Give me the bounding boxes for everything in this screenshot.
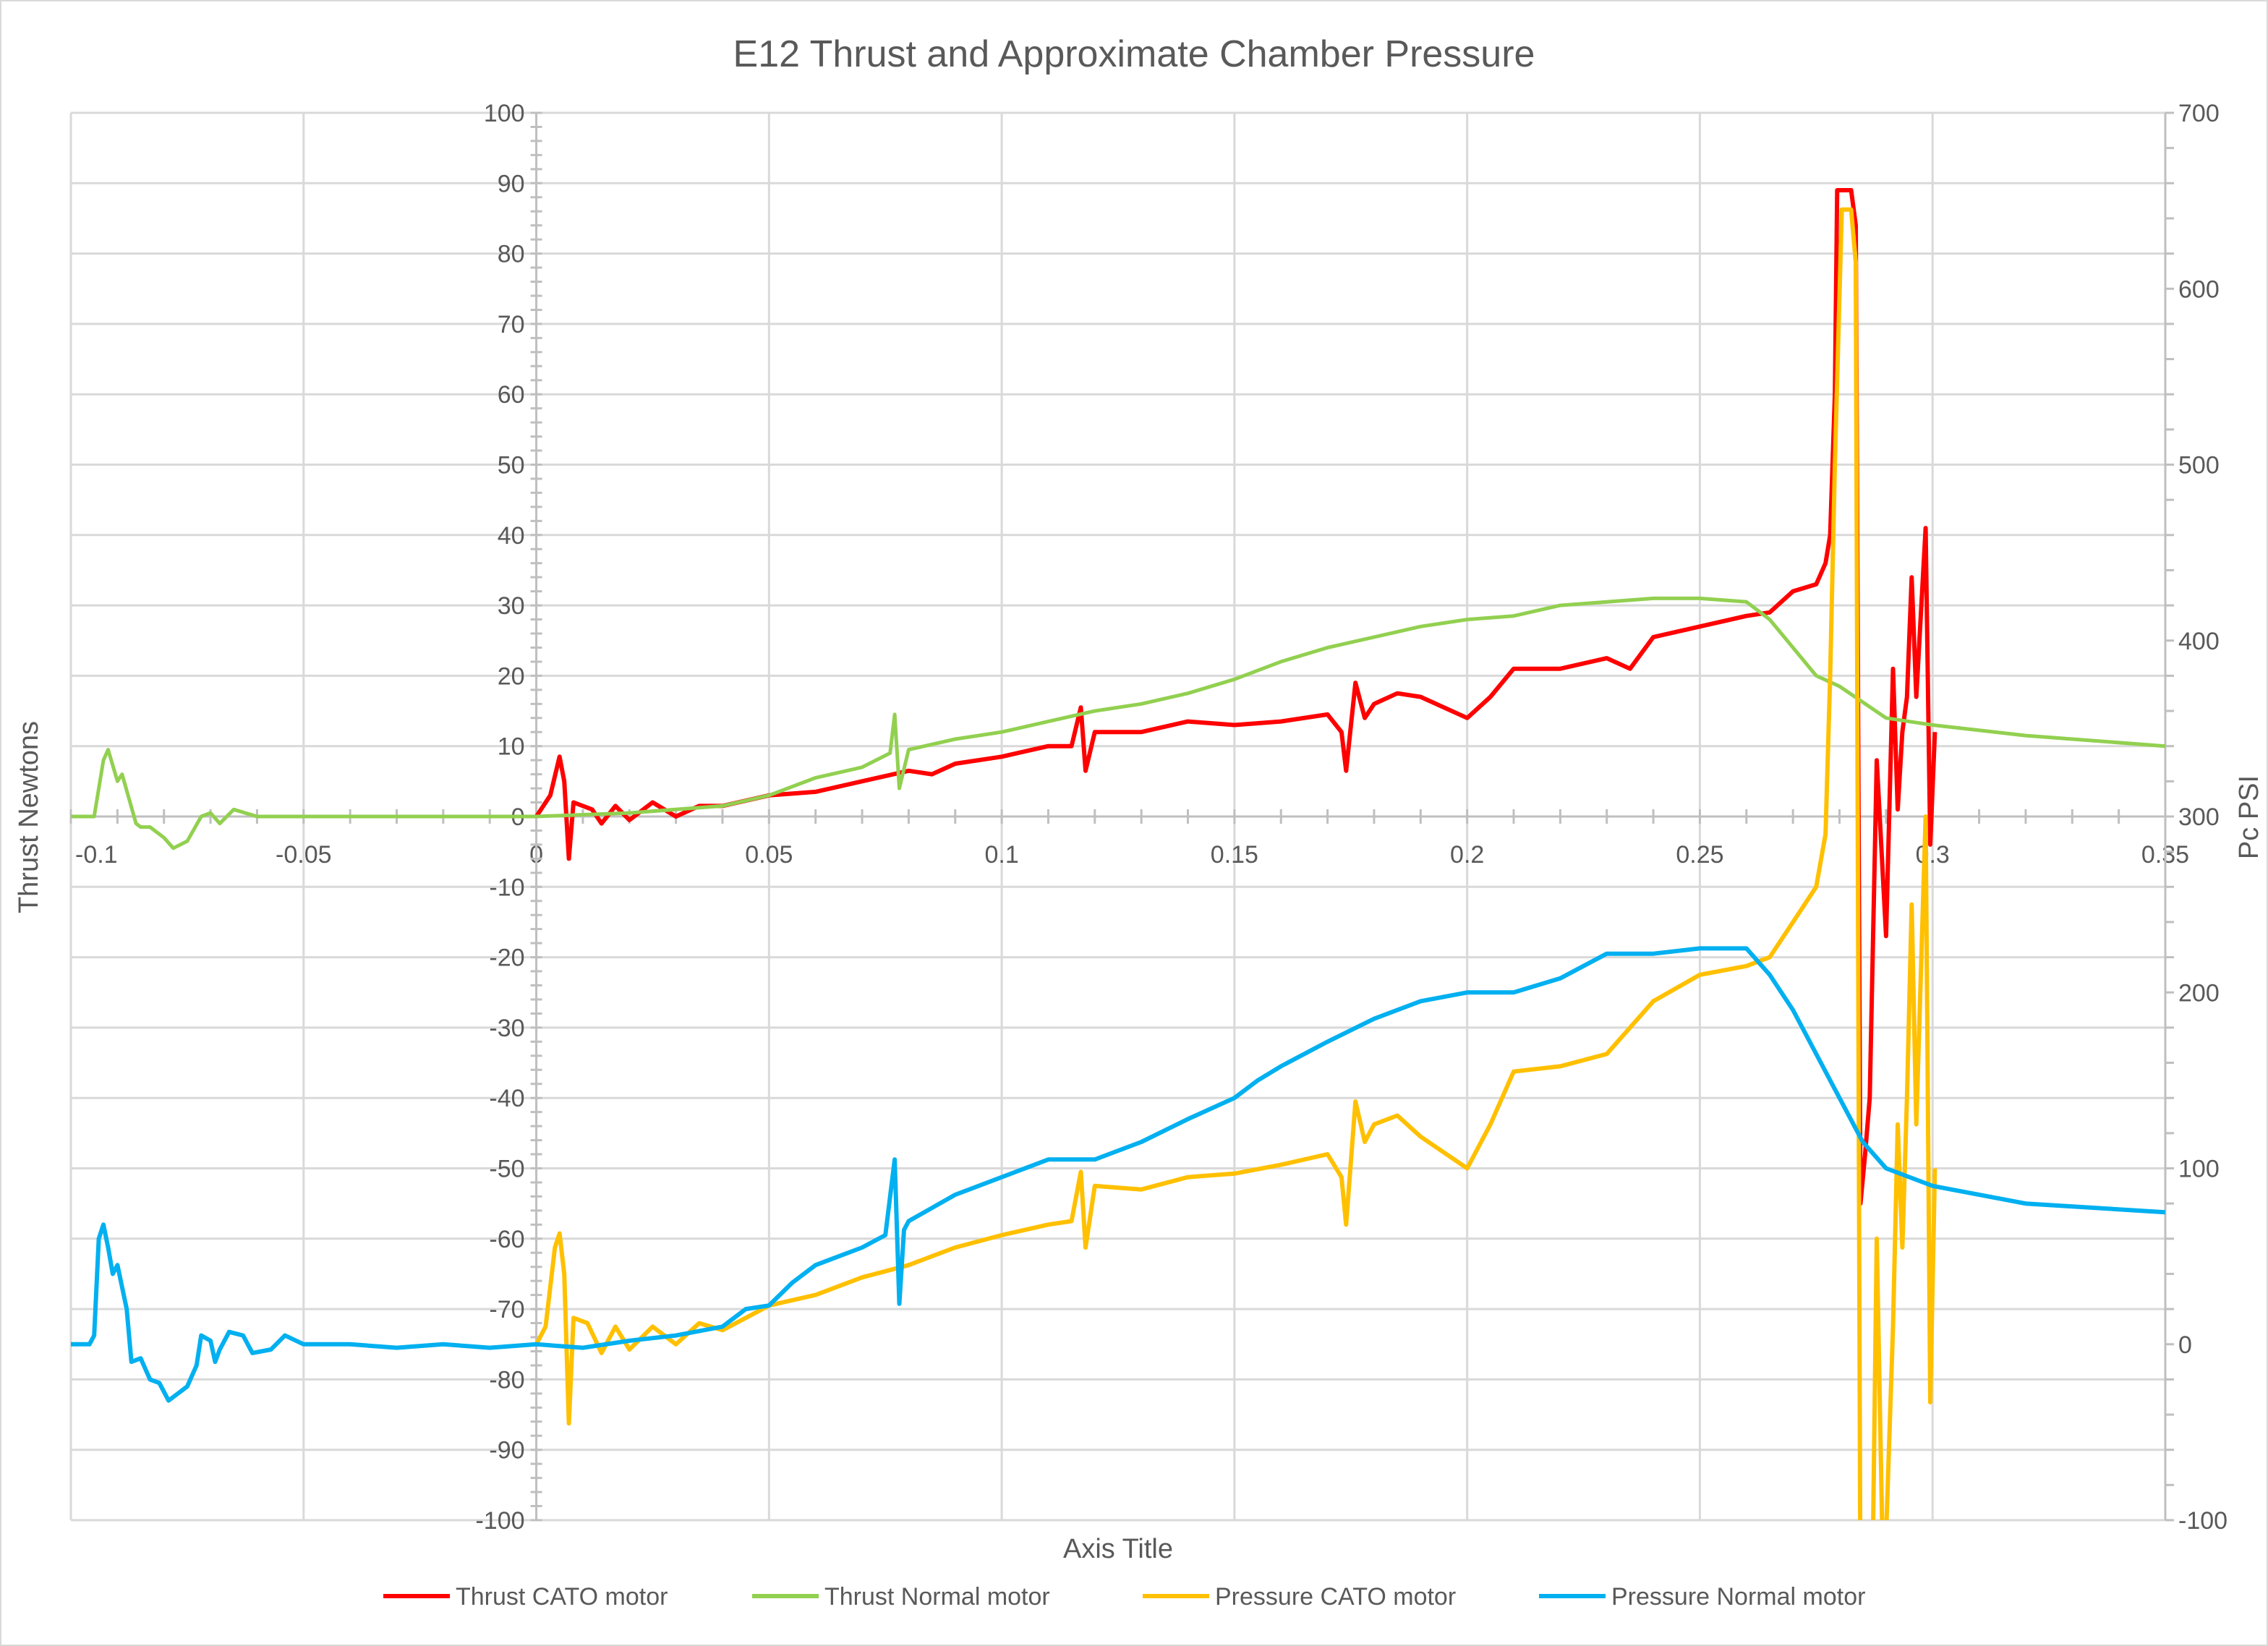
y2-axis-title: Pc PSI xyxy=(2234,775,2264,859)
y-tick-label: 100 xyxy=(484,100,525,127)
y2-tick-label: -100 xyxy=(2178,1507,2228,1535)
series-line-3 xyxy=(71,946,2165,1403)
y-tick-label: 10 xyxy=(498,733,525,761)
x-tick-label: -0.1 xyxy=(75,841,118,869)
y-tick-label: -50 xyxy=(489,1156,524,1183)
y-tick-label: 50 xyxy=(498,452,525,479)
y2-tick-label: 600 xyxy=(2178,276,2220,303)
series-line-1 xyxy=(71,596,2165,850)
y-tick-label: -10 xyxy=(489,874,524,901)
y-tick-label: -60 xyxy=(489,1226,524,1253)
x-tick-label: 0.05 xyxy=(745,841,793,869)
x-tick-label: 0.15 xyxy=(1211,841,1258,869)
y2-tick-label: 500 xyxy=(2178,452,2220,479)
y-tick-label: 40 xyxy=(498,522,525,550)
y-tick-label: 80 xyxy=(498,241,525,268)
x-tick-label: 0.3 xyxy=(1916,841,1950,869)
y-tick-label: -20 xyxy=(489,944,524,972)
axes: -0.1-0.0500.050.10.150.20.250.30.3510090… xyxy=(69,100,2228,1535)
x-tick-label: -0.05 xyxy=(276,841,332,869)
y-tick-label: -100 xyxy=(475,1507,524,1535)
y-tick-label: -40 xyxy=(489,1085,524,1112)
x-tick-label: 0.2 xyxy=(1450,841,1484,869)
y2-tick-label: 100 xyxy=(2178,1156,2220,1183)
series-group xyxy=(71,188,2165,1520)
y2-tick-label: 200 xyxy=(2178,979,2220,1007)
x-tick-label: 0.1 xyxy=(984,841,1018,869)
y2-tick-label: 300 xyxy=(2178,803,2220,831)
y2-tick-label: 700 xyxy=(2178,100,2220,127)
y-tick-label: 60 xyxy=(498,381,525,409)
legend-label: Pressure Normal motor xyxy=(1611,1583,1865,1611)
y-tick-label: 90 xyxy=(498,170,525,197)
x-axis-title: Axis Title xyxy=(1063,1534,1173,1564)
y-tick-label: -30 xyxy=(489,1015,524,1042)
y-tick-label: -80 xyxy=(489,1366,524,1394)
legend-label: Pressure CATO motor xyxy=(1215,1583,1456,1611)
x-tick-label: 0.25 xyxy=(1676,841,1723,869)
y2-tick-label: 0 xyxy=(2178,1331,2192,1359)
legend-label: Thrust Normal motor xyxy=(824,1583,1050,1611)
chart-title: E12 Thrust and Approximate Chamber Press… xyxy=(733,33,1535,75)
y-tick-label: -70 xyxy=(489,1296,524,1323)
legend: Thrust CATO motor Thrust Normal motor Pres… xyxy=(383,1583,1865,1611)
legend-label: Thrust CATO motor xyxy=(456,1583,668,1611)
y2-tick-label: 400 xyxy=(2178,628,2220,655)
y-tick-label: -90 xyxy=(489,1437,524,1464)
y-tick-label: 70 xyxy=(498,311,525,338)
y-tick-label: 20 xyxy=(498,662,525,690)
y-tick-label: 30 xyxy=(498,592,525,620)
y-axis-title: Thrust Newtons xyxy=(14,721,44,913)
